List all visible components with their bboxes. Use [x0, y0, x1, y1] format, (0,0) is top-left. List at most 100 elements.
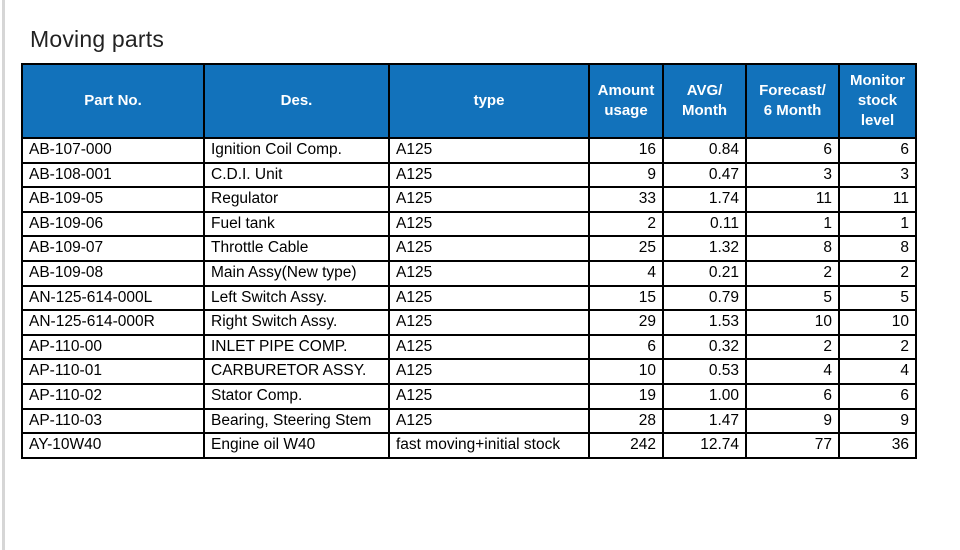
cell-r2-c5[interactable]: 0.47: [662, 161, 747, 189]
cell-r9-c6[interactable]: 2: [745, 333, 840, 361]
cell-r1-c6[interactable]: 6: [745, 137, 840, 164]
cell-r5-c1[interactable]: AB-109-07: [21, 235, 205, 262]
cell-r12-c4[interactable]: 28: [588, 407, 664, 435]
cell-r7-c5[interactable]: 0.79: [662, 284, 747, 312]
column-header-avg-month[interactable]: AVG/ Month: [662, 63, 747, 139]
cell-r1-c3[interactable]: A125: [388, 137, 590, 164]
cell-r3-c4[interactable]: 33: [588, 186, 664, 213]
cell-r13-c4[interactable]: 242: [588, 432, 664, 459]
cell-r1-c1[interactable]: AB-107-000: [21, 137, 205, 164]
cell-r13-c1[interactable]: AY-10W40: [21, 432, 205, 459]
cell-r10-c3[interactable]: A125: [388, 358, 590, 385]
cell-r3-c3[interactable]: A125: [388, 186, 590, 213]
cell-r9-c4[interactable]: 6: [588, 333, 664, 361]
column-header-monitor-stock-level[interactable]: Monitor stock level: [838, 63, 917, 139]
table-row: AB-107-000 Ignition Coil Comp. A125 16 0.84 6…: [21, 137, 917, 164]
cell-r1-c7[interactable]: 6: [838, 137, 917, 164]
cell-r7-c2[interactable]: Left Switch Assy.: [203, 284, 390, 312]
cell-r10-c7[interactable]: 4: [838, 358, 917, 385]
cell-r2-c4[interactable]: 9: [588, 161, 664, 189]
cell-r9-c1[interactable]: AP-110-00: [21, 333, 205, 361]
cell-r8-c5[interactable]: 1.53: [662, 309, 747, 336]
cell-r7-c1[interactable]: AN-125-614-000L: [21, 284, 205, 312]
cell-r8-c7[interactable]: 10: [838, 309, 917, 336]
cell-r10-c5[interactable]: 0.53: [662, 358, 747, 385]
cell-r9-c2[interactable]: INLET PIPE COMP.: [203, 333, 390, 361]
cell-r10-c4[interactable]: 10: [588, 358, 664, 385]
cell-r10-c2[interactable]: CARBURETOR ASSY.: [203, 358, 390, 385]
cell-r11-c2[interactable]: Stator Comp.: [203, 382, 390, 410]
cell-r5-c7[interactable]: 8: [838, 235, 917, 262]
cell-r6-c2[interactable]: Main Assy(New type): [203, 259, 390, 287]
cell-r10-c6[interactable]: 4: [745, 358, 840, 385]
cell-r2-c3[interactable]: A125: [388, 161, 590, 189]
cell-r8-c6[interactable]: 10: [745, 309, 840, 336]
table-row: AP-110-03 Bearing, Steering Stem A125 28 1.4…: [21, 407, 917, 435]
cell-r5-c3[interactable]: A125: [388, 235, 590, 262]
cell-r13-c5[interactable]: 12.74: [662, 432, 747, 459]
column-header-des[interactable]: Des.: [203, 63, 390, 139]
cell-r4-c1[interactable]: AB-109-06: [21, 210, 205, 238]
cell-r12-c7[interactable]: 9: [838, 407, 917, 435]
cell-r2-c2[interactable]: C.D.I. Unit: [203, 161, 390, 189]
cell-r7-c7[interactable]: 5: [838, 284, 917, 312]
cell-r3-c5[interactable]: 1.74: [662, 186, 747, 213]
cell-r5-c4[interactable]: 25: [588, 235, 664, 262]
cell-r7-c4[interactable]: 15: [588, 284, 664, 312]
cell-r6-c5[interactable]: 0.21: [662, 259, 747, 287]
cell-r7-c3[interactable]: A125: [388, 284, 590, 312]
cell-r11-c4[interactable]: 19: [588, 382, 664, 410]
cell-r13-c7[interactable]: 36: [838, 432, 917, 459]
cell-r2-c6[interactable]: 3: [745, 161, 840, 189]
column-header-forecast-6-month[interactable]: Forecast/ 6 Month: [745, 63, 840, 139]
cell-r12-c2[interactable]: Bearing, Steering Stem: [203, 407, 390, 435]
cell-r1-c2[interactable]: Ignition Coil Comp.: [203, 137, 390, 164]
cell-r4-c4[interactable]: 2: [588, 210, 664, 238]
cell-r6-c7[interactable]: 2: [838, 259, 917, 287]
cell-r5-c2[interactable]: Throttle Cable: [203, 235, 390, 262]
cell-r5-c5[interactable]: 1.32: [662, 235, 747, 262]
cell-r5-c6[interactable]: 8: [745, 235, 840, 262]
cell-r8-c2[interactable]: Right Switch Assy.: [203, 309, 390, 336]
column-header-part-no[interactable]: Part No.: [21, 63, 205, 139]
cell-r12-c6[interactable]: 9: [745, 407, 840, 435]
cell-r3-c1[interactable]: AB-109-05: [21, 186, 205, 213]
cell-r9-c3[interactable]: A125: [388, 333, 590, 361]
cell-r6-c3[interactable]: A125: [388, 259, 590, 287]
column-header-amount-usage[interactable]: Amount usage: [588, 63, 664, 139]
cell-r6-c1[interactable]: AB-109-08: [21, 259, 205, 287]
cell-r2-c7[interactable]: 3: [838, 161, 917, 189]
cell-r3-c6[interactable]: 11: [745, 186, 840, 213]
cell-r11-c5[interactable]: 1.00: [662, 382, 747, 410]
cell-r12-c5[interactable]: 1.47: [662, 407, 747, 435]
cell-r6-c4[interactable]: 4: [588, 259, 664, 287]
cell-r8-c3[interactable]: A125: [388, 309, 590, 336]
cell-r2-c1[interactable]: AB-108-001: [21, 161, 205, 189]
cell-r11-c6[interactable]: 6: [745, 382, 840, 410]
cell-r10-c1[interactable]: AP-110-01: [21, 358, 205, 385]
cell-r13-c6[interactable]: 77: [745, 432, 840, 459]
column-header-type[interactable]: type: [388, 63, 590, 139]
cell-r13-c3[interactable]: fast moving+initial stock: [388, 432, 590, 459]
cell-r4-c5[interactable]: 0.11: [662, 210, 747, 238]
cell-r3-c7[interactable]: 11: [838, 186, 917, 213]
cell-r11-c3[interactable]: A125: [388, 382, 590, 410]
cell-r9-c5[interactable]: 0.32: [662, 333, 747, 361]
cell-r11-c1[interactable]: AP-110-02: [21, 382, 205, 410]
cell-r6-c6[interactable]: 2: [745, 259, 840, 287]
cell-r3-c2[interactable]: Regulator: [203, 186, 390, 213]
cell-r12-c3[interactable]: A125: [388, 407, 590, 435]
cell-r11-c7[interactable]: 6: [838, 382, 917, 410]
cell-r4-c7[interactable]: 1: [838, 210, 917, 238]
cell-r7-c6[interactable]: 5: [745, 284, 840, 312]
cell-r12-c1[interactable]: AP-110-03: [21, 407, 205, 435]
cell-r4-c6[interactable]: 1: [745, 210, 840, 238]
cell-r9-c7[interactable]: 2: [838, 333, 917, 361]
cell-r1-c5[interactable]: 0.84: [662, 137, 747, 164]
cell-r13-c2[interactable]: Engine oil W40: [203, 432, 390, 459]
cell-r4-c3[interactable]: A125: [388, 210, 590, 238]
cell-r8-c1[interactable]: AN-125-614-000R: [21, 309, 205, 336]
cell-r4-c2[interactable]: Fuel tank: [203, 210, 390, 238]
cell-r8-c4[interactable]: 29: [588, 309, 664, 336]
cell-r1-c4[interactable]: 16: [588, 137, 664, 164]
